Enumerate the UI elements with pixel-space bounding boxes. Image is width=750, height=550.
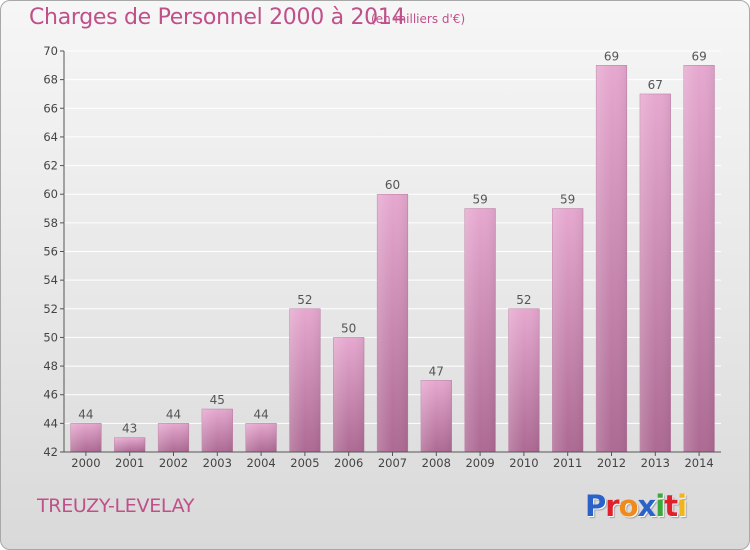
x-tick-label: 2004 xyxy=(246,456,275,470)
data-label: 60 xyxy=(385,178,400,192)
data-label: 44 xyxy=(253,407,268,421)
x-tick-label: 2010 xyxy=(509,456,538,470)
x-tick-label: 2003 xyxy=(203,456,232,470)
chart-subtitle: (en milliers d'€) xyxy=(371,12,466,26)
bar-shine xyxy=(683,65,715,453)
y-tick-label: 60 xyxy=(43,187,58,201)
y-tick-label: 46 xyxy=(43,388,58,402)
bar-shine xyxy=(420,380,452,452)
x-tick-label: 2005 xyxy=(290,456,319,470)
bar-shine xyxy=(114,437,146,452)
y-tick-label: 68 xyxy=(43,73,58,87)
y-tick-label: 42 xyxy=(43,445,58,459)
logo-letter: r xyxy=(605,489,619,523)
bar-shine xyxy=(377,194,408,452)
x-tick-label: 2012 xyxy=(597,456,626,470)
data-label: 67 xyxy=(648,78,663,92)
x-tick-label: 2002 xyxy=(159,456,188,470)
bar-shine xyxy=(552,208,584,452)
bar-shine xyxy=(70,423,102,452)
logo-letter: o xyxy=(618,489,639,523)
commune-name: TREUZY-LEVELAY xyxy=(37,495,195,517)
bars xyxy=(70,65,715,453)
y-tick-label: 62 xyxy=(43,159,58,173)
bar-shine xyxy=(158,423,189,452)
bar-shine xyxy=(245,423,277,452)
bar-shine xyxy=(333,337,365,452)
logo-letter: i xyxy=(655,489,665,523)
x-tick-label: 2008 xyxy=(422,456,451,470)
data-label: 59 xyxy=(560,193,575,207)
x-tick-label: 2013 xyxy=(641,456,670,470)
x-tick-label: 2001 xyxy=(115,456,144,470)
y-tick-label: 44 xyxy=(43,416,58,430)
bar-shine xyxy=(201,409,233,452)
data-label: 44 xyxy=(78,407,93,421)
chart-title: Charges de Personnel 2000 à 2014 xyxy=(29,5,406,30)
y-tick-label: 64 xyxy=(43,130,58,144)
bar-shine xyxy=(508,308,540,452)
y-tick-label: 70 xyxy=(43,44,58,58)
y-tick-label: 66 xyxy=(43,101,58,115)
data-label: 59 xyxy=(472,193,487,207)
x-tick-label: 2011 xyxy=(553,456,582,470)
y-tick-label: 58 xyxy=(43,216,58,230)
proxiti-logo[interactable]: Proxiti xyxy=(585,489,687,523)
data-label: 69 xyxy=(691,49,706,63)
logo-letter: t xyxy=(664,489,678,523)
y-tick-label: 50 xyxy=(43,330,58,344)
y-tick-label: 48 xyxy=(43,359,58,373)
data-label: 45 xyxy=(210,393,225,407)
data-label: 50 xyxy=(341,321,356,335)
x-tick-label: 2000 xyxy=(71,456,100,470)
x-tick-label: 2007 xyxy=(378,456,407,470)
bar-shine xyxy=(464,208,496,452)
data-label: 52 xyxy=(516,293,531,307)
y-tick-label: 56 xyxy=(43,245,58,259)
axes: 42 44 46 48 50 52 54 56 58 60 62 64 66 68 70 2000 2001 20… xyxy=(43,44,721,470)
data-labels: 44 43 44 45 44 52 50 60 47 59 52 59 69 67 69 xyxy=(78,49,706,435)
bar-shine xyxy=(596,65,627,453)
logo-letter: P xyxy=(585,489,606,523)
x-tick-label: 2014 xyxy=(684,456,713,470)
bar-shine xyxy=(639,93,671,452)
y-tick-label: 54 xyxy=(43,273,58,287)
data-label: 44 xyxy=(166,407,181,421)
data-label: 69 xyxy=(604,49,619,63)
bar-shine xyxy=(289,308,321,452)
x-tick-label: 2009 xyxy=(465,456,494,470)
y-tick-label: 52 xyxy=(43,302,58,316)
data-label: 52 xyxy=(297,293,312,307)
data-label: 43 xyxy=(122,422,137,436)
x-tick-label: 2006 xyxy=(334,456,363,470)
logo-letter: i xyxy=(677,489,687,523)
logo-letter: x xyxy=(637,489,657,523)
data-label: 47 xyxy=(429,364,444,378)
